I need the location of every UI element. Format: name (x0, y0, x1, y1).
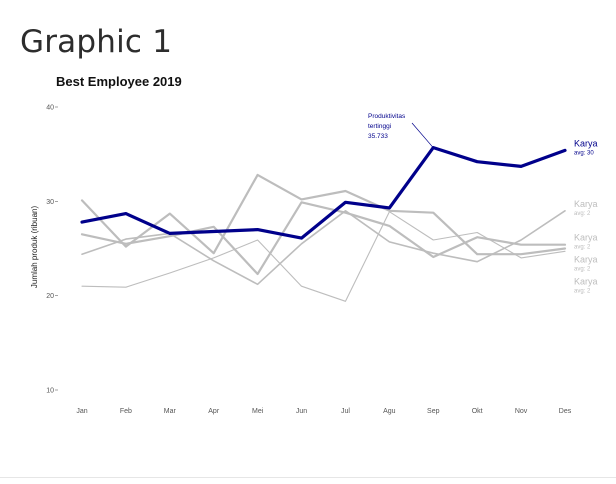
y-tick-label: 40 (46, 105, 54, 112)
x-tick-label: Nov (515, 408, 528, 415)
x-tick-label: Jul (341, 408, 350, 415)
y-tick-label: 20 (46, 293, 54, 300)
series-line-muted (81, 210, 566, 286)
series-line-muted (81, 211, 566, 302)
x-tick-label: Jan (76, 408, 87, 415)
series-label: Karya (574, 255, 598, 265)
series-avg-label: avg: 2 (574, 245, 591, 251)
annotation-text: Produktivitas (368, 113, 406, 120)
x-tick-label: Jun (296, 408, 307, 415)
series-label: Karya (574, 233, 598, 243)
series-label: Karya (574, 138, 598, 148)
series-label: Karya (574, 199, 598, 209)
series-avg-label: avg: 2 (574, 289, 591, 295)
series-line-highlight (80, 146, 567, 240)
series-line-muted (80, 173, 567, 256)
chart-title: Best Employee 2019 (56, 74, 182, 89)
x-tick-label: Mei (252, 408, 264, 415)
x-tick-label: Feb (120, 408, 132, 415)
series-avg-label: avg: 2 (574, 267, 591, 273)
annotation-group: Produktivitas tertinggi 35.733 (368, 113, 433, 147)
bottom-divider (0, 477, 616, 478)
series-labels: Karya avg: 30 Karya avg: 2 Karya avg: 2 Karya a… (574, 138, 598, 294)
series-avg-label: avg: 2 (574, 211, 591, 217)
page-title: Graphic 1 (20, 24, 173, 60)
y-axis-label: Jumlah produk (ribuan) (30, 206, 39, 289)
x-tick-label: Apr (208, 408, 220, 415)
x-tick-label: Mar (164, 408, 177, 415)
series-avg-label: avg: 30 (574, 150, 594, 156)
x-tick-label: Okt (472, 408, 483, 415)
series-line-muted (80, 201, 567, 276)
highlight-series-group (80, 146, 567, 240)
x-tick-label: Sep (427, 408, 440, 415)
y-tick-label: 30 (46, 199, 54, 206)
x-axis: Jan Feb Mar Apr Mei Jun Jul Agu Sep Okt Nov Des (76, 408, 571, 415)
annotation-leader (411, 122, 433, 147)
x-tick-label: Agu (383, 408, 396, 415)
y-tick-label: 10 (46, 388, 54, 395)
annotation-text: 35.733 (368, 133, 388, 140)
x-tick-label: Des (559, 408, 572, 415)
annotation-text: tertinggi (368, 123, 391, 130)
series-label: Karya (574, 277, 598, 287)
muted-series-group (80, 173, 567, 302)
y-axis: 10 20 30 40 (46, 105, 58, 395)
